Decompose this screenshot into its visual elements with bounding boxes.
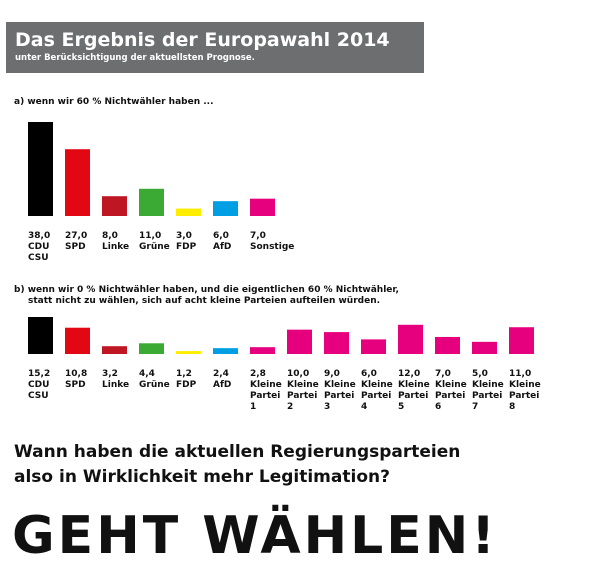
chart-a-title: a) wenn wir 60 % Nichtwähler haben ...: [14, 97, 214, 107]
bar-fdp: [176, 208, 201, 216]
category-label: Partei: [472, 391, 502, 401]
slogan: GEHT WÄHLEN!: [12, 506, 498, 566]
bar-cdu-csu: [28, 317, 53, 354]
value-label: 3,2: [102, 369, 118, 379]
category-label: SPD: [65, 242, 86, 252]
bar-kleine-partei-4: [361, 339, 386, 354]
category-label: 8: [509, 402, 515, 412]
header-banner: Das Ergebnis der Europawahl 2014 unter B…: [6, 22, 424, 73]
bar-spd: [65, 327, 90, 354]
value-label: 1,2: [176, 369, 192, 379]
value-label: 6,0: [361, 369, 377, 379]
value-label: 5,0: [472, 369, 488, 379]
category-label: AfD: [213, 380, 231, 390]
category-label: FDP: [176, 380, 197, 390]
chart-b-title-line1: b) wenn wir 0 % Nichtwähler haben, und d…: [14, 285, 399, 295]
bar-cdu-csu: [28, 122, 53, 216]
category-label: Partei: [435, 391, 465, 401]
category-label: Partei: [287, 391, 317, 401]
category-label: 3: [324, 402, 330, 412]
category-label: 7: [472, 402, 478, 412]
bar-kleine-partei-8: [509, 327, 534, 354]
category-label: CSU: [28, 253, 49, 263]
question-text: Wann haben die aktuellen Regierungsparte…: [14, 440, 460, 490]
value-label: 2,8: [250, 369, 266, 379]
bar-kleine-partei-2: [287, 329, 312, 354]
category-label: CDU: [28, 380, 49, 390]
category-label: Kleine: [435, 380, 467, 390]
value-label: 10,8: [65, 369, 87, 379]
category-label: Linke: [102, 242, 129, 252]
category-label: Grüne: [139, 380, 170, 390]
bar-fdp: [176, 351, 201, 354]
category-label: Kleine: [361, 380, 393, 390]
category-label: Kleine: [398, 380, 430, 390]
value-label: 7,0: [435, 369, 451, 379]
category-label: Linke: [102, 380, 129, 390]
bar-grüne: [139, 188, 164, 216]
value-label: 10,0: [287, 369, 309, 379]
category-label: Kleine: [287, 380, 319, 390]
bar-afd: [213, 201, 238, 216]
bar-spd: [65, 149, 90, 216]
chart-b-title-line2: statt nicht zu wählen, sich auf acht kle…: [28, 296, 381, 306]
bar-grüne: [139, 343, 164, 354]
question-line-2: also in Wirklichkeit mehr Legitimation?: [14, 467, 390, 487]
category-label: Partei: [509, 391, 539, 401]
category-label: 2: [287, 402, 293, 412]
category-label: 6: [435, 402, 441, 412]
bar-kleine-partei-5: [398, 324, 423, 354]
page-title: Das Ergebnis der Europawahl 2014: [15, 29, 390, 51]
category-label: Partei: [361, 391, 391, 401]
category-label: Kleine: [324, 380, 356, 390]
value-label: 4,4: [139, 369, 155, 379]
value-label: 38,0: [28, 231, 50, 241]
category-label: Partei: [324, 391, 354, 401]
value-label: 15,2: [28, 369, 50, 379]
value-label: 11,0: [509, 369, 531, 379]
category-label: CSU: [28, 391, 49, 401]
value-label: 27,0: [65, 231, 87, 241]
bar-kleine-partei-1: [250, 347, 275, 354]
value-label: 6,0: [213, 231, 229, 241]
bar-sonstige: [250, 198, 275, 216]
category-label: FDP: [176, 242, 197, 252]
value-label: 7,0: [250, 231, 266, 241]
category-label: CDU: [28, 242, 49, 252]
category-label: Sonstige: [250, 242, 294, 252]
value-label: 11,0: [139, 231, 161, 241]
category-label: Partei: [250, 391, 280, 401]
value-label: 2,4: [213, 369, 229, 379]
value-label: 3,0: [176, 231, 192, 241]
bar-linke: [102, 196, 127, 216]
category-label: Kleine: [472, 380, 504, 390]
category-label: Kleine: [250, 380, 282, 390]
value-label: 12,0: [398, 369, 420, 379]
bar-afd: [213, 348, 238, 354]
category-label: 4: [361, 402, 367, 412]
bar-kleine-partei-6: [435, 336, 460, 354]
question-line-1: Wann haben die aktuellen Regierungsparte…: [14, 442, 461, 462]
category-label: 5: [398, 402, 404, 412]
value-label: 8,0: [102, 231, 118, 241]
bar-kleine-partei-7: [472, 341, 497, 354]
category-label: Kleine: [509, 380, 541, 390]
page-subtitle: unter Berücksichtigung der aktuellsten P…: [15, 53, 255, 63]
category-label: SPD: [65, 380, 86, 390]
category-label: Grüne: [139, 242, 170, 252]
category-label: Partei: [398, 391, 428, 401]
bar-kleine-partei-3: [324, 332, 349, 354]
bar-linke: [102, 346, 127, 354]
category-label: 1: [250, 402, 256, 412]
value-label: 9,0: [324, 369, 340, 379]
category-label: AfD: [213, 242, 231, 252]
